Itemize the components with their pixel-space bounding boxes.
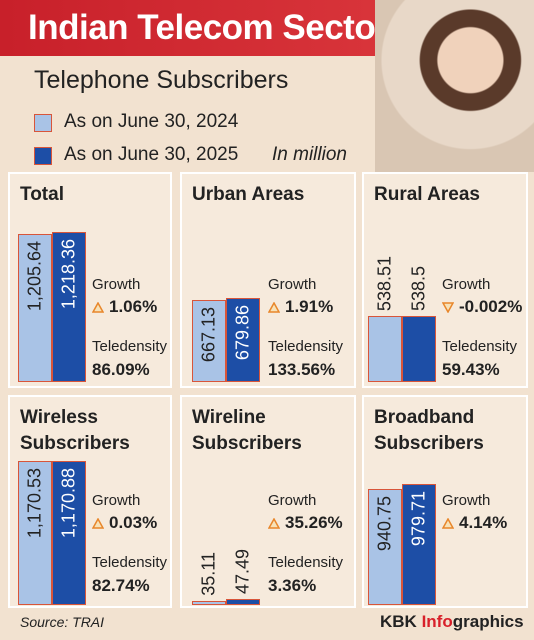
teledensity-label: Teledensity	[442, 338, 518, 355]
panel-title: Total	[20, 184, 64, 205]
growth-arrow	[92, 517, 104, 529]
credit: KBK Infographics	[380, 612, 524, 632]
bar: 35.11	[192, 552, 226, 605]
bar-value-label: 1,218.36	[58, 239, 79, 310]
growth-arrow	[268, 517, 280, 529]
teledensity-label: Teledensity	[268, 338, 344, 355]
teledensity-value: 3.36%	[268, 576, 317, 595]
growth-arrow	[442, 517, 454, 529]
bar: 1,205.64	[18, 233, 52, 382]
source: Source: TRAI	[20, 614, 105, 630]
growth-text: 35.26%	[285, 513, 343, 532]
legend-swatch	[34, 114, 52, 132]
teledensity-label: Teledensity	[92, 338, 168, 355]
teledensity-value: 82.74%	[92, 576, 150, 595]
bar-value-label: 35.11	[198, 551, 219, 596]
bar: 538.51	[368, 256, 402, 382]
teledensity-value: 86.09%	[92, 360, 150, 379]
growth-label: Growth	[268, 276, 317, 293]
legend-label: As on June 30, 2025	[64, 144, 239, 165]
bar: 1,170.88	[52, 460, 86, 605]
growth-text: 1.91%	[285, 297, 334, 316]
growth-value: 4.14%	[442, 513, 507, 533]
bar: 940.75	[368, 489, 402, 605]
credit-brand: KBK	[380, 612, 417, 631]
growth-arrow	[92, 301, 104, 313]
bar-value-label: 538.51	[374, 255, 395, 311]
bar: 47.49	[226, 549, 260, 605]
bar-value-label: 979.71	[408, 491, 429, 547]
panel-title: Wireline Subscribers	[192, 407, 302, 454]
bar: 1,218.36	[52, 232, 86, 382]
bar-value-label: 940.75	[374, 496, 395, 552]
bar: 667.13	[192, 299, 226, 382]
bar-value-label: 47.49	[232, 549, 253, 595]
panel-title: Wireless Subscribers	[20, 407, 130, 454]
bar-value-label: 679.86	[232, 305, 253, 361]
bar-value-label: 1,205.64	[24, 240, 45, 311]
growth-arrow	[442, 301, 454, 313]
growth-value: 1.91%	[268, 297, 333, 317]
bar-value-label: 1,170.88	[58, 467, 79, 539]
panel-title: Rural Areas	[374, 184, 480, 205]
unit-note: In million	[272, 144, 347, 165]
bar: 538.5	[402, 266, 436, 382]
panel-title: Broadband Subscribers	[374, 407, 484, 454]
bar: 1,170.53	[18, 461, 52, 605]
subtitle: Telephone Subscribers	[34, 66, 289, 94]
teledensity-label: Teledensity	[268, 554, 344, 571]
bar: 679.86	[226, 298, 260, 382]
teledensity-label: Teledensity	[92, 554, 168, 571]
photo	[375, 0, 534, 172]
growth-text: 0.03%	[109, 513, 158, 532]
growth-value: 0.03%	[92, 513, 157, 533]
credit-rest: graphics	[452, 612, 524, 631]
growth-value: 1.06%	[92, 297, 157, 317]
growth-value: 35.26%	[268, 513, 343, 533]
panel	[180, 395, 356, 608]
growth-text: 4.14%	[459, 513, 508, 532]
credit-accent: Info	[421, 612, 453, 631]
teledensity-value: 133.56%	[268, 360, 336, 379]
growth-text: 1.06%	[109, 297, 158, 316]
legend-swatch	[34, 147, 52, 165]
growth-text: -0.002%	[459, 297, 523, 316]
growth-arrow	[268, 301, 280, 313]
teledensity-value: 59.43%	[442, 360, 500, 379]
growth-label: Growth	[442, 492, 491, 509]
growth-label: Growth	[442, 276, 491, 293]
bar-value-label: 1,170.53	[24, 468, 45, 539]
growth-label: Growth	[268, 492, 317, 509]
bar: 979.71	[402, 484, 436, 605]
bar-value-label: 538.5	[408, 265, 429, 311]
growth-label: Growth	[92, 276, 141, 293]
legend-label: As on June 30, 2024	[64, 111, 239, 132]
title: Indian Telecom Sector	[28, 8, 389, 47]
growth-label: Growth	[92, 492, 141, 509]
growth-value: -0.002%	[442, 297, 522, 317]
bar-value-label: 667.13	[198, 306, 219, 362]
panel-title: Urban Areas	[192, 184, 305, 205]
